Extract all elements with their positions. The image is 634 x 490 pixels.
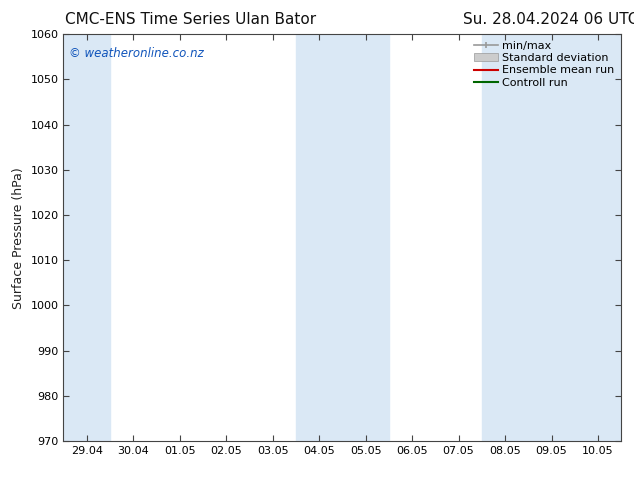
Bar [296,34,389,441]
Bar [63,34,110,441]
Text: Su. 28.04.2024 06 UTC: Su. 28.04.2024 06 UTC [463,12,634,27]
Legend: min/max, Standard deviation, Ensemble mean run, Controll run: min/max, Standard deviation, Ensemble me… [470,38,618,91]
Y-axis label: Surface Pressure (hPa): Surface Pressure (hPa) [12,167,25,309]
Text: CMC-ENS Time Series Ulan Bator: CMC-ENS Time Series Ulan Bator [65,12,316,27]
Text: © weatheronline.co.nz: © weatheronline.co.nz [69,47,204,59]
Bar [482,34,621,441]
